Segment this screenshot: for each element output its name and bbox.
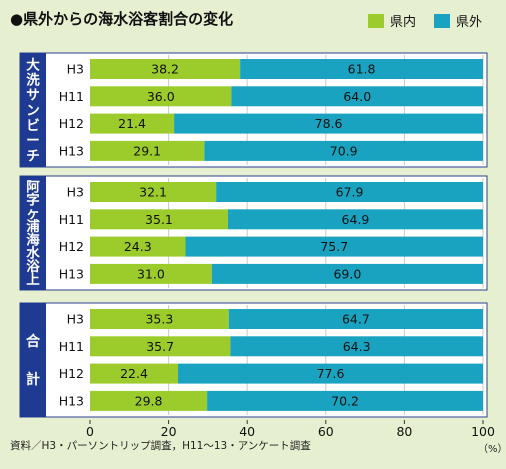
bar-kennai (90, 113, 175, 134)
data-label-kengai: 67.9 (336, 185, 364, 200)
x-tick-label: 0 (86, 424, 94, 439)
bar-kennai (90, 182, 217, 202)
category-label: H12 (59, 116, 84, 131)
bar-kennai (90, 309, 229, 329)
group-label-box (20, 176, 46, 290)
data-label-kennai: 29.8 (135, 393, 163, 408)
legend-swatch (368, 14, 384, 28)
x-tick-label: 80 (396, 424, 412, 439)
bar-kengai (211, 263, 483, 284)
group-label: 阿字ヶ浦海水浴上 (26, 179, 40, 288)
category-label: H3 (67, 62, 84, 77)
data-label-kengai: 64.7 (342, 312, 370, 327)
category-label: H3 (67, 312, 84, 327)
category-label: H13 (59, 393, 84, 408)
legend: 県内 県外 (368, 14, 482, 30)
category-label: H13 (59, 266, 84, 281)
bar-kennai (90, 390, 208, 411)
bar-kennai (90, 209, 228, 230)
legend-label: 県外 (456, 15, 482, 30)
data-label-kengai: 64.3 (343, 339, 371, 354)
category-label: H11 (59, 89, 84, 104)
category-label: H13 (59, 143, 84, 158)
bar-kennai (90, 86, 232, 107)
data-label-kennai: 38.2 (151, 62, 179, 77)
x-tick-label: 40 (239, 424, 255, 439)
data-label-kennai: 35.1 (145, 212, 173, 227)
category-label: H12 (59, 366, 84, 381)
group-label-box (20, 303, 46, 417)
legend-label: 県内 (390, 14, 416, 30)
data-label-kennai: 32.1 (139, 185, 167, 200)
x-tick-label: 20 (161, 424, 177, 439)
bar-kengai (228, 309, 483, 329)
data-label-kengai: 75.7 (320, 239, 348, 254)
data-label-kengai: 70.9 (330, 143, 358, 158)
bar-kennai (90, 59, 241, 79)
bar-kengai (185, 236, 483, 257)
chart-panels: 大洗サンビーチ H3 38.2 61.8 H11 36.0 64.0 H12 21.4 78.6 H… (19, 52, 488, 418)
bar-kengai (178, 363, 484, 384)
bar-kennai (90, 236, 186, 257)
data-label-kennai: 29.1 (133, 143, 161, 158)
bar-kennai (90, 363, 179, 384)
bar-kennai (90, 336, 231, 357)
bar-kengai (204, 140, 483, 161)
data-label-kennai: 24.3 (124, 239, 152, 254)
bar-kengai (231, 86, 483, 107)
data-label-kengai: 64.0 (343, 89, 371, 104)
data-label-kennai: 21.4 (118, 116, 146, 131)
group-label-box (20, 53, 46, 167)
category-label: H3 (67, 185, 84, 200)
category-label: H11 (59, 212, 84, 227)
bar-kengai (207, 390, 483, 411)
data-label-kengai: 69.0 (333, 266, 361, 281)
data-label-kengai: 61.8 (348, 62, 376, 77)
category-label: H11 (59, 339, 84, 354)
data-label-kennai: 35.7 (146, 339, 174, 354)
x-tick-label: 100 (471, 424, 495, 439)
chart-title: ●県外からの海水浴客割合の変化 (10, 10, 233, 28)
x-axis: 0 20 40 60 80 100 (86, 420, 495, 439)
data-label-kengai: 70.2 (331, 393, 359, 408)
data-label-kennai: 36.0 (147, 89, 175, 104)
bar-kengai (227, 209, 483, 230)
bar-kengai (230, 336, 483, 357)
bar-kengai (174, 113, 484, 134)
data-label-kengai: 64.9 (342, 212, 370, 227)
bar-kennai (90, 263, 212, 284)
category-label: H12 (59, 239, 84, 254)
legend-swatch (434, 14, 450, 28)
source-note: 資料／H3・パーソントリップ調査，H11〜13・アンケート調査 (10, 439, 311, 452)
bar-kennai (90, 140, 205, 161)
bar-kengai (240, 59, 483, 79)
x-axis-unit: （%） (478, 443, 506, 455)
data-label-kennai: 35.3 (145, 312, 173, 327)
x-tick-label: 60 (318, 424, 334, 439)
data-label-kennai: 22.4 (120, 366, 148, 381)
data-label-kengai: 78.6 (315, 116, 343, 131)
data-label-kennai: 31.0 (137, 266, 165, 281)
data-label-kengai: 77.6 (317, 366, 345, 381)
bar-kengai (216, 182, 483, 202)
group-label: 合計 (26, 333, 41, 388)
group-label: 大洗サンビーチ (26, 56, 40, 164)
